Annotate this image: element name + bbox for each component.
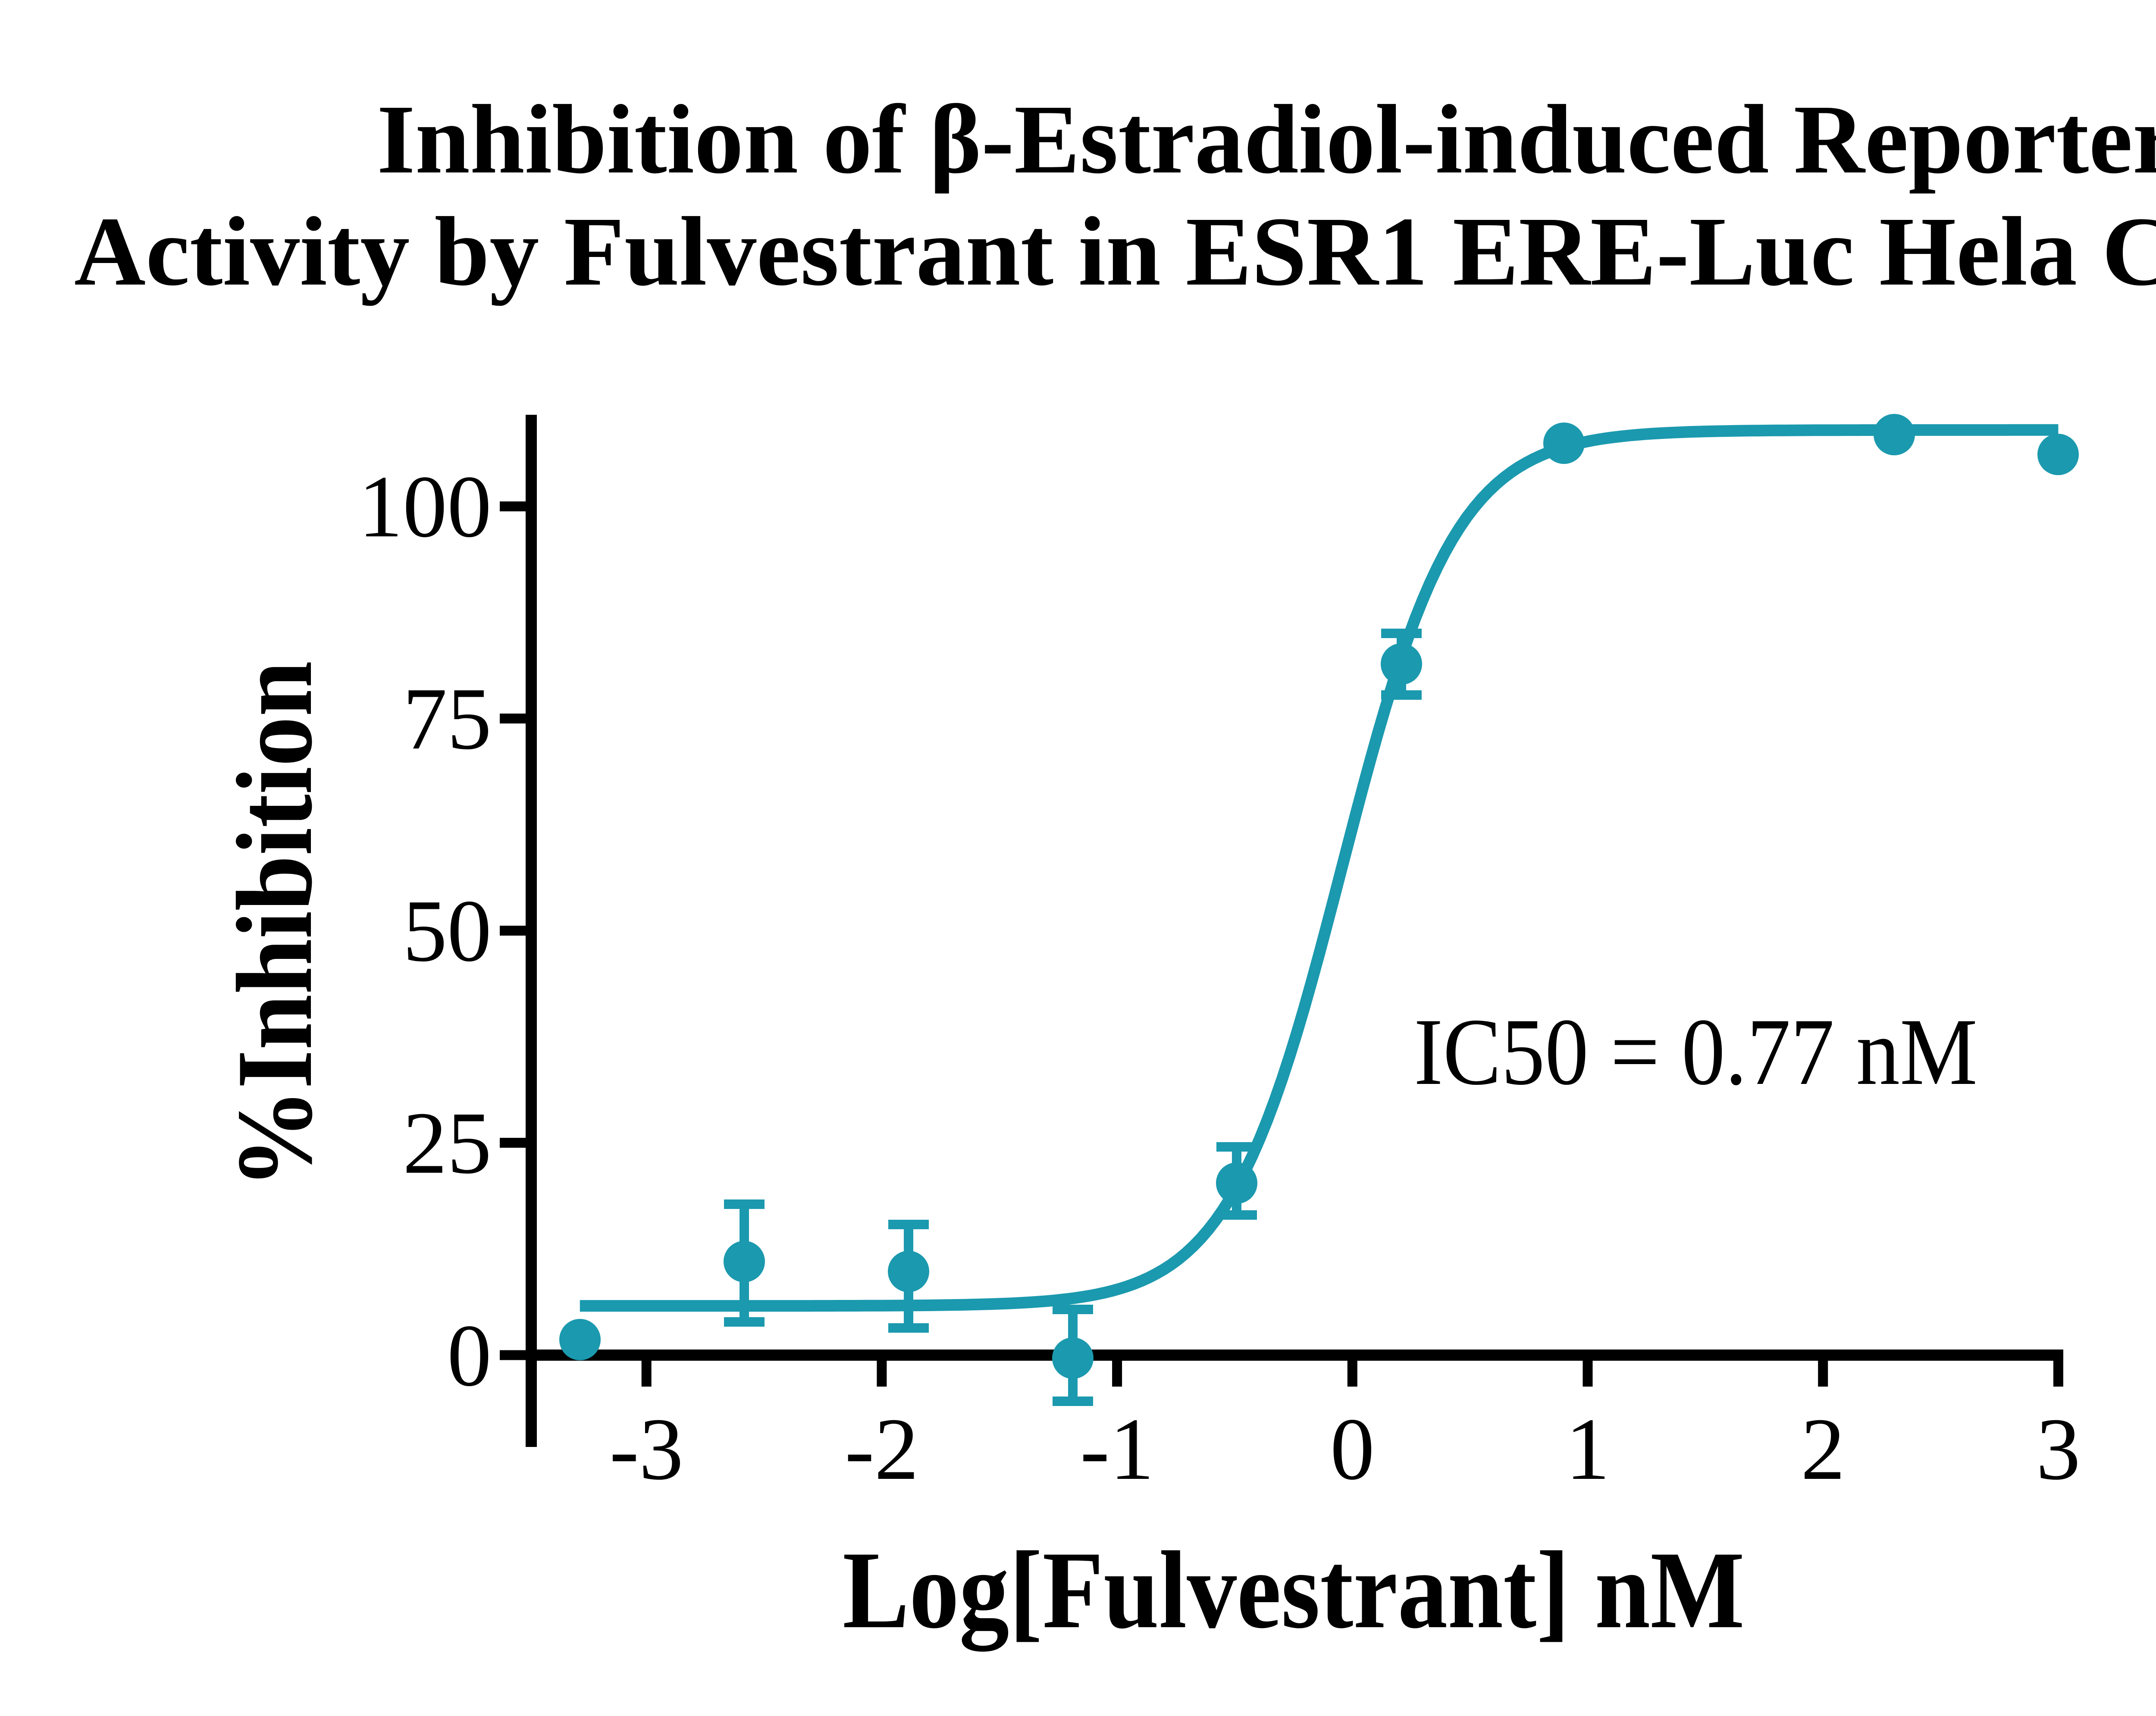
svg-text:%Inhibition: %Inhibition [215, 661, 335, 1189]
svg-text:Log[Fulvestrant] nM: Log[Fulvestrant] nM [843, 1528, 1745, 1653]
svg-text:-3: -3 [609, 1400, 683, 1498]
svg-text:-2: -2 [845, 1400, 919, 1498]
svg-text:100: 100 [358, 457, 492, 556]
svg-text:Inhibition of β-Estradiol-indu: Inhibition of β-Estradiol-induced Report… [377, 85, 2156, 194]
svg-text:0: 0 [447, 1306, 492, 1405]
svg-text:50: 50 [403, 881, 492, 980]
svg-text:75: 75 [403, 669, 492, 768]
svg-text:3: 3 [2036, 1400, 2081, 1498]
svg-text:0: 0 [1330, 1400, 1375, 1498]
svg-text:Activity by Fulvestrant in ESR: Activity by Fulvestrant in ESR1 ERE-Luc … [74, 191, 2156, 306]
svg-text:IC50 = 0.77 nM: IC50 = 0.77 nM [1414, 999, 1977, 1105]
svg-text:25: 25 [403, 1093, 492, 1192]
svg-text:-1: -1 [1080, 1400, 1154, 1498]
svg-text:2: 2 [1801, 1400, 1845, 1498]
svg-text:1: 1 [1566, 1400, 1610, 1498]
